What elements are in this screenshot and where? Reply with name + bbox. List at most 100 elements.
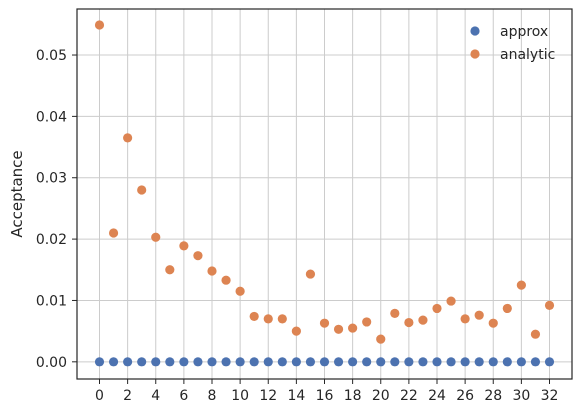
x-tick-label: 30 [512, 388, 530, 404]
data-point-analytic [516, 280, 526, 290]
data-point-approx [235, 357, 245, 367]
x-tick-label: 14 [287, 388, 305, 404]
data-point-approx [530, 357, 541, 367]
data-point-analytic [488, 318, 498, 328]
x-tick-label: 16 [316, 388, 334, 404]
data-point-approx [460, 357, 470, 367]
data-point-analytic [249, 311, 259, 322]
data-point-approx [137, 357, 147, 367]
data-point-approx [488, 357, 498, 367]
data-point-approx [502, 357, 512, 367]
data-point-analytic [94, 20, 105, 30]
legend-marker-analytic [470, 49, 480, 59]
series-analytic [94, 20, 555, 344]
data-point-analytic [530, 329, 541, 339]
data-point-approx [319, 357, 330, 367]
data-point-analytic [235, 286, 245, 296]
y-tick-label: 0.02 [36, 232, 67, 248]
data-point-analytic [432, 303, 442, 314]
data-point-analytic [376, 334, 386, 344]
data-point-analytic [221, 275, 231, 285]
y-tick-label: 0.01 [36, 293, 67, 309]
data-point-approx [446, 357, 456, 367]
y-tick-label: 0.05 [36, 48, 67, 64]
x-tick-label: 4 [151, 388, 160, 404]
data-point-analytic [151, 232, 161, 242]
data-point-approx [123, 357, 133, 367]
data-point-approx [151, 357, 161, 367]
data-point-approx [305, 357, 316, 367]
data-point-analytic [544, 300, 555, 310]
data-point-approx [263, 357, 273, 367]
data-point-analytic [502, 303, 512, 314]
data-point-analytic [362, 317, 372, 327]
data-point-analytic [404, 317, 414, 328]
y-axis-label: Acceptance [8, 150, 26, 237]
data-point-approx [291, 357, 301, 367]
data-point-analytic [108, 228, 119, 238]
data-point-analytic [123, 133, 133, 143]
data-point-analytic [291, 326, 301, 336]
x-tick-label: 32 [541, 388, 559, 404]
y-tick-label: 0.03 [36, 171, 67, 187]
x-tick-label: 28 [484, 388, 502, 404]
data-point-analytic [207, 266, 217, 276]
x-tick-label: 22 [400, 388, 418, 404]
x-tick-label: 0 [95, 388, 104, 404]
data-point-approx [516, 357, 526, 367]
data-point-analytic [446, 296, 456, 306]
data-point-approx [376, 357, 386, 367]
data-point-approx [333, 357, 344, 367]
x-tick-label: 24 [428, 388, 446, 404]
data-point-analytic [319, 318, 330, 328]
x-tick-label: 6 [179, 388, 188, 404]
data-point-approx [249, 357, 259, 367]
x-tick-label: 26 [456, 388, 474, 404]
data-point-approx [432, 357, 442, 367]
data-point-analytic [418, 315, 428, 325]
data-point-approx [193, 357, 203, 367]
data-point-approx [207, 357, 217, 367]
data-point-approx [418, 357, 428, 367]
data-point-analytic [137, 185, 147, 195]
x-tick-label: 12 [259, 388, 277, 404]
x-tick-label: 20 [372, 388, 390, 404]
legend-marker-approx [470, 26, 480, 36]
data-point-approx [179, 357, 189, 367]
data-point-analytic [263, 314, 273, 324]
data-point-analytic [193, 251, 203, 261]
data-point-approx [474, 357, 484, 367]
data-point-analytic [305, 269, 316, 279]
data-point-approx [221, 357, 231, 367]
legend-label-analytic: analytic [500, 47, 555, 63]
data-point-approx [362, 357, 372, 367]
x-tick-label: 8 [208, 388, 217, 404]
data-point-analytic [474, 310, 484, 320]
x-tick-label: 18 [344, 388, 362, 404]
x-tick-label: 10 [231, 388, 249, 404]
data-point-analytic [333, 324, 344, 334]
legend: approx analytic [470, 24, 555, 63]
data-point-analytic [390, 308, 400, 318]
data-point-analytic [277, 314, 287, 324]
data-point-approx [277, 357, 287, 367]
series-approx [94, 357, 555, 367]
data-point-approx [94, 357, 105, 367]
data-point-approx [108, 357, 119, 367]
data-point-approx [390, 357, 400, 367]
x-axis-ticks: 0 2 4 6 8 10 12 14 16 18 20 22 24 26 28 30 32 [95, 379, 558, 404]
legend-label-approx: approx [500, 24, 548, 40]
data-point-approx [165, 357, 175, 367]
data-point-approx [404, 357, 414, 367]
data-point-analytic [460, 314, 470, 324]
data-point-analytic [348, 323, 358, 333]
data-point-approx [348, 357, 358, 367]
data-points [94, 20, 555, 367]
y-tick-label: 0.00 [36, 355, 67, 371]
y-axis-ticks: 0.00 0.01 0.02 0.03 0.04 0.05 [36, 48, 77, 371]
data-point-analytic [179, 241, 189, 251]
y-tick-label: 0.04 [36, 109, 67, 125]
data-point-approx [544, 357, 555, 367]
data-point-analytic [165, 265, 175, 275]
